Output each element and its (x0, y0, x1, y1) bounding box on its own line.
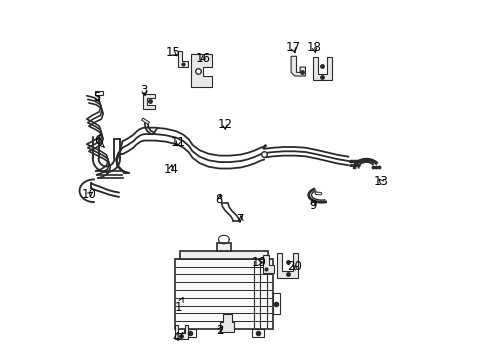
Polygon shape (220, 314, 234, 332)
Polygon shape (174, 325, 188, 338)
Text: 11: 11 (170, 136, 185, 149)
Text: 17: 17 (285, 41, 300, 54)
Text: 10: 10 (82, 188, 97, 201)
Text: 4: 4 (172, 331, 183, 344)
Text: 5: 5 (93, 91, 100, 104)
Bar (95, 91, 102, 95)
Text: 9: 9 (308, 199, 316, 212)
Text: 20: 20 (286, 260, 302, 273)
Text: 6: 6 (94, 134, 104, 147)
Text: 3: 3 (140, 84, 147, 97)
Text: 19: 19 (251, 256, 266, 269)
Bar (180, 251, 267, 259)
Bar (174, 259, 273, 329)
Polygon shape (312, 57, 332, 80)
Bar (251, 329, 264, 337)
Text: 12: 12 (217, 118, 232, 131)
Bar (273, 293, 279, 315)
Polygon shape (290, 56, 305, 76)
Bar (183, 329, 196, 337)
Bar (216, 243, 230, 251)
Text: 13: 13 (373, 175, 388, 188)
Text: 16: 16 (195, 51, 210, 64)
Polygon shape (263, 255, 273, 273)
Text: 1: 1 (174, 297, 183, 314)
Text: 8: 8 (215, 193, 223, 206)
Polygon shape (143, 94, 155, 109)
Polygon shape (276, 253, 298, 278)
Text: 7: 7 (237, 213, 244, 226)
Text: 2: 2 (215, 324, 223, 337)
Text: 14: 14 (163, 163, 178, 176)
Text: 18: 18 (306, 41, 321, 54)
Polygon shape (178, 51, 188, 67)
Text: 15: 15 (165, 46, 180, 59)
Polygon shape (190, 54, 212, 87)
